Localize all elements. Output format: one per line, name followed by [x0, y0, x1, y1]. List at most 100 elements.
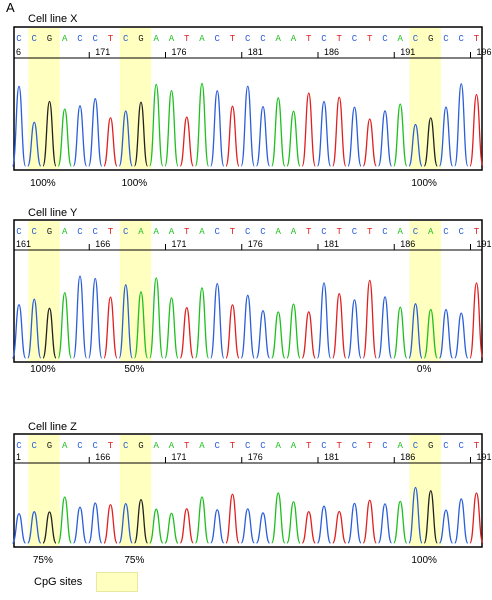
trace-peak [240, 294, 255, 359]
base-call-letter: C [77, 34, 83, 44]
trace-peak [149, 277, 164, 359]
legend: CpG sites [34, 572, 138, 592]
base-call-letter: A [169, 34, 175, 44]
panel-cell-line-3: Cell line ZC C G A C C T C G A A T A C T C C A A T C T C T C A C G C… [11, 421, 492, 566]
position-label: 186 [400, 239, 415, 249]
base-call-letter: G [47, 34, 52, 44]
methylation-percent: 100% [30, 364, 56, 375]
base-call-letter: T [230, 34, 236, 44]
trace-peak [57, 108, 72, 167]
trace-peak [27, 511, 42, 544]
base-call-letter: C [16, 441, 22, 451]
trace-peak [438, 106, 454, 167]
position-label: 166 [95, 239, 110, 249]
trace-peak [179, 116, 194, 167]
trace-peak [362, 499, 377, 544]
position-label: 181 [248, 47, 263, 57]
base-call-letter: C [443, 34, 449, 44]
position-label: 1 [16, 452, 21, 462]
base-call-letter: T [184, 227, 190, 237]
base-call-letter: C [260, 227, 266, 237]
base-call-letter: A [398, 227, 404, 237]
base-call-letter: C [413, 34, 419, 44]
base-call-letter: C [459, 34, 465, 44]
trace-peak [301, 311, 316, 359]
base-call-letter: T [184, 34, 190, 44]
trace-peak [408, 486, 423, 544]
trace-peak [286, 303, 301, 359]
trace-peak [88, 98, 103, 167]
trace-peak [469, 282, 484, 359]
trace-peak [377, 296, 393, 359]
trace-peak [377, 110, 393, 167]
trace-peak [393, 103, 408, 167]
trace-peak [393, 500, 408, 544]
position-label: 196 [477, 47, 492, 57]
base-call-letter: T [108, 34, 114, 44]
base-call-letter: C [443, 441, 449, 451]
base-call-letter: T [306, 34, 312, 44]
trace-peak [240, 508, 255, 544]
trace-peak [194, 287, 210, 359]
base-call-letter: C [16, 34, 22, 44]
base-call-letter: A [398, 441, 404, 451]
base-call-letter: A [154, 227, 160, 237]
trace-peak [194, 82, 210, 167]
base-call-letter: C [352, 441, 358, 451]
base-call-letter: A [138, 227, 144, 237]
trace-peak [72, 275, 88, 359]
trace-peak [88, 502, 103, 544]
base-call-letter: A [276, 34, 282, 44]
base-call-letter: A [398, 34, 404, 44]
trace-peak [454, 498, 469, 544]
position-label: 186 [400, 452, 415, 462]
base-call-letter: G [47, 441, 52, 451]
trace-peak [133, 498, 149, 544]
trace-peak [164, 297, 179, 359]
panel-cell-line-1: Cell line XC C G A C C T C G A A T A C T C C A A T C T C T C A C G C… [11, 13, 492, 189]
methylation-percent: 100% [122, 178, 148, 189]
methylation-percent: 50% [124, 364, 144, 375]
trace-peak [42, 100, 57, 167]
trace-peak [347, 299, 362, 359]
trace-peak [72, 506, 88, 544]
trace-peak [27, 121, 42, 167]
trace-peak [362, 279, 377, 359]
trace-peak [469, 94, 484, 167]
base-call-letter: T [367, 441, 373, 451]
base-call-letter: C [77, 227, 83, 237]
trace-peak [103, 504, 118, 544]
trace-peak [103, 117, 118, 167]
trace-peak [301, 510, 316, 544]
trace-peak [347, 106, 362, 167]
base-call-letter: A [169, 441, 175, 451]
trace-peak [408, 303, 423, 359]
trace-peak [316, 505, 332, 544]
trace-peak [118, 502, 133, 544]
base-call-letter: C [93, 441, 99, 451]
trace-peak [57, 292, 72, 359]
base-call-letter: A [62, 227, 68, 237]
trace-peak [210, 90, 225, 167]
base-call-letter: A [276, 227, 282, 237]
position-label: 186 [324, 47, 339, 57]
methylation-percent: 0% [417, 364, 432, 375]
base-call-letter: T [230, 227, 236, 237]
base-call-letter: A [199, 34, 205, 44]
base-call-letter: C [215, 34, 221, 44]
base-call-letter: C [321, 34, 327, 44]
base-call-letter: C [352, 227, 358, 237]
methylation-percent: 100% [30, 178, 56, 189]
panel-title: Cell line Z [28, 421, 77, 433]
base-call-letter: T [230, 441, 236, 451]
base-call-letter: C [16, 227, 22, 237]
base-call-letter: C [93, 34, 99, 44]
trace-peak [179, 307, 194, 359]
base-call-letter: G [428, 441, 433, 451]
methylation-percent: 75% [124, 555, 144, 566]
trace-peak [332, 510, 347, 544]
trace-peak [88, 277, 103, 359]
base-call-letter: A [154, 441, 160, 451]
position-label: 161 [16, 239, 31, 249]
